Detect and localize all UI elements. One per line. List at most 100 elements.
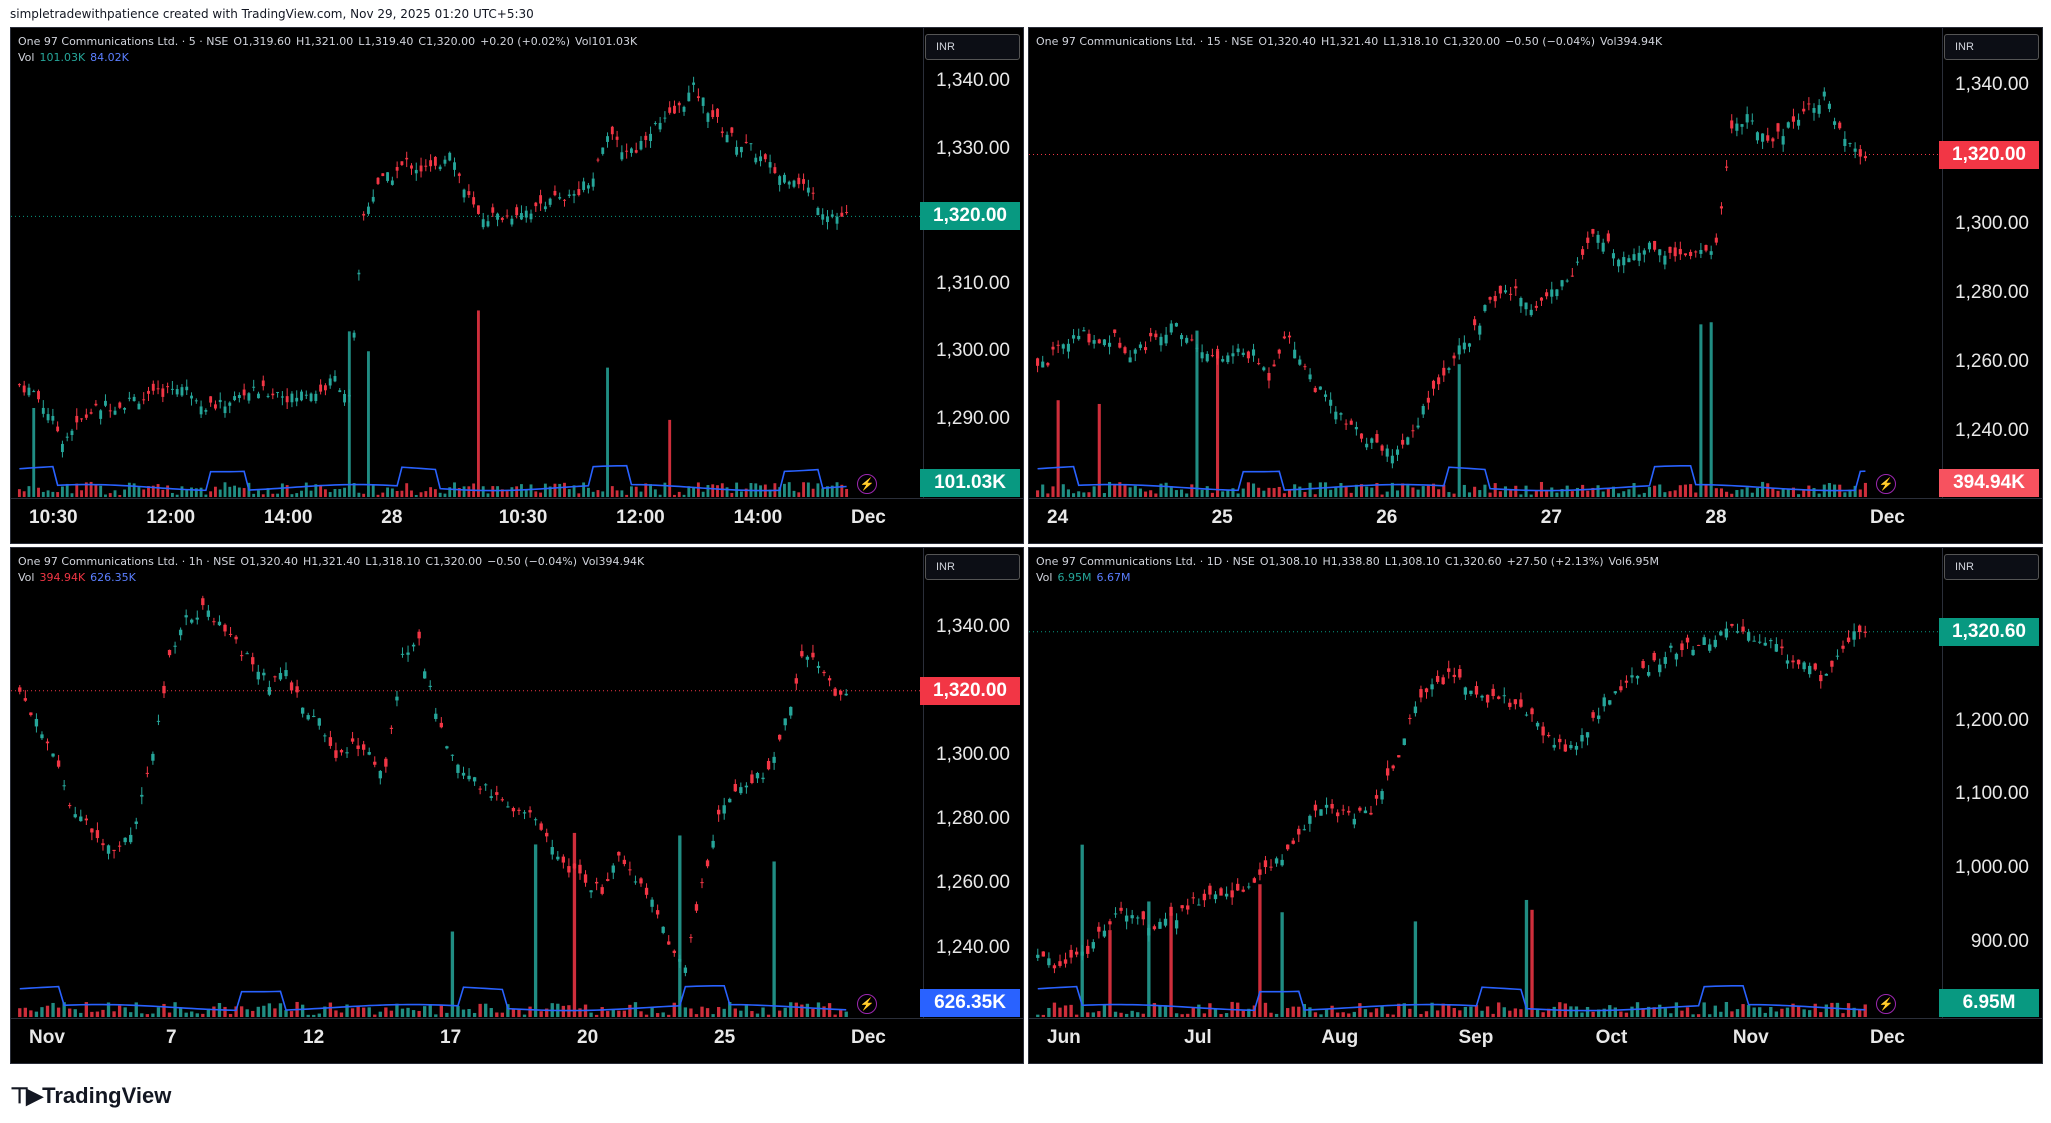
lightning-icon[interactable]: ⚡ — [1876, 994, 1896, 1014]
candle-body — [1123, 347, 1127, 354]
time-axis[interactable]: Nov 7 12 17 20 25 Dec — [11, 1018, 1023, 1063]
volume-bar — [610, 486, 614, 497]
volume-bar — [1124, 1013, 1129, 1017]
candle-body — [173, 645, 177, 647]
volume-bar — [1524, 899, 1529, 1017]
time-axis[interactable]: Jun Jul Aug Sep Oct Nov Dec — [1029, 1018, 2042, 1063]
candle-body — [127, 397, 131, 399]
currency-badge[interactable]: INR — [1944, 34, 2039, 60]
candle-body — [37, 391, 40, 400]
price-axis[interactable]: INR 1,340.00 1,320.00 1,300.00 1,280.00 1,260… — [920, 548, 1023, 1019]
volume-bar — [1426, 485, 1430, 497]
currency-badge[interactable]: INR — [1944, 554, 2039, 580]
candle-body — [1056, 344, 1060, 346]
volume-bar — [239, 1006, 244, 1017]
legend-chg: +27.50 (+2.13%) — [1506, 555, 1604, 568]
volume-bar — [1108, 930, 1112, 1017]
candle-body — [453, 162, 456, 170]
legend-symbol: One 97 Communications Ltd. · 15 · NSE — [1036, 35, 1254, 48]
candle-body — [1580, 735, 1584, 742]
candle-body — [27, 387, 31, 396]
chart-panel-p1h[interactable]: ⚡ One 97 Communications Ltd. · 1h · NSE O1… — [10, 547, 1024, 1064]
candle-body — [1812, 108, 1816, 113]
candle-body — [84, 818, 88, 821]
currency-badge[interactable]: INR — [925, 554, 1020, 580]
volume-bar — [273, 1008, 277, 1017]
price-axis[interactable]: INR 1,340.00 1,330.00 1,320.00 1,310.00 1,300… — [920, 28, 1023, 499]
price-axis[interactable]: INR 1,200.00 1,100.00 1,000.00 900.00 1,320.6… — [1939, 548, 2042, 1019]
currency-badge[interactable]: INR — [925, 34, 1020, 60]
volume-bar — [417, 1010, 421, 1017]
candle-body — [615, 136, 619, 140]
price-plot[interactable] — [1029, 548, 1942, 1019]
candle-body — [233, 396, 236, 401]
volume-bar — [1133, 485, 1137, 497]
x-tick-label: Oct — [1595, 1027, 1628, 1048]
volume-bar — [1077, 491, 1081, 497]
candle-body — [1519, 699, 1523, 707]
last-price-tag: 1,320.00 — [920, 676, 1020, 705]
volume-bar — [347, 331, 351, 497]
volume-bar — [1642, 492, 1646, 497]
volume-bar — [1180, 489, 1184, 497]
candle-body — [596, 159, 600, 161]
volume-bar — [1241, 1010, 1245, 1017]
time-axis[interactable]: 10:30 12:00 14:00 28 10:30 12:00 14:00 Dec — [11, 498, 1023, 543]
chart-panel-p15m[interactable]: ⚡ One 97 Communications Ltd. · 15 · NSE O1… — [1028, 27, 2043, 544]
chart-panel-p1d[interactable]: ⚡ One 97 Communications Ltd. · 1D · NSE O1… — [1028, 547, 2043, 1064]
lightning-icon[interactable]: ⚡ — [1876, 474, 1896, 494]
candle-body — [625, 150, 629, 152]
volume-bar — [1653, 485, 1657, 497]
candle-body — [206, 610, 211, 617]
candle-body — [822, 671, 826, 674]
volume-bar — [1452, 1007, 1456, 1017]
volume-bar — [1390, 482, 1394, 497]
volume-bar — [617, 1010, 621, 1017]
volume-bar — [1585, 1006, 1590, 1017]
candle-body — [649, 133, 652, 142]
candle-body — [309, 393, 313, 402]
price-plot[interactable] — [11, 548, 923, 1019]
candle-body — [166, 386, 170, 388]
price-axis[interactable]: INR 1,340.00 1,320.00 1,300.00 1,280.00 1,260… — [1939, 28, 2042, 499]
candle-body — [134, 821, 138, 824]
volume-bar — [1769, 1007, 1773, 1017]
candle-body — [112, 849, 116, 851]
volume-bar — [276, 493, 280, 497]
candle-body — [1395, 449, 1400, 455]
volume-bar — [1334, 487, 1338, 497]
candle-body — [262, 672, 266, 676]
volume-bar — [27, 486, 31, 497]
volume-bar — [1714, 488, 1718, 497]
candle-body — [1457, 345, 1461, 355]
volume-bar — [228, 1013, 233, 1017]
time-axis[interactable]: 24 25 26 27 28 Dec — [1029, 498, 2042, 543]
candle-body — [1036, 954, 1040, 958]
candle-body — [1702, 637, 1706, 645]
volume-bar — [672, 1002, 676, 1017]
legend-c: C1,320.00 — [425, 555, 483, 568]
candle-body — [692, 82, 696, 85]
candle-body — [1313, 387, 1317, 393]
lightning-icon[interactable]: ⚡ — [857, 994, 877, 1014]
volume-bar — [438, 492, 442, 497]
volume-bar — [1508, 1010, 1512, 1017]
candle-body — [1277, 349, 1281, 354]
volume-bar — [45, 1005, 50, 1017]
price-plot[interactable] — [11, 28, 923, 499]
chart-panel-p5m[interactable]: ⚡ One 97 Communications Ltd. · 5 · NSE O1,… — [10, 27, 1024, 544]
volume-bar — [80, 490, 83, 497]
tradingview-logo[interactable]: ⊤▶ TradingView — [10, 1083, 171, 1109]
candle-body — [1324, 804, 1329, 808]
volume-bar — [1330, 1005, 1334, 1017]
lightning-icon[interactable]: ⚡ — [857, 474, 877, 494]
candle-body — [1191, 897, 1195, 899]
candle-body — [239, 655, 244, 657]
price-plot[interactable] — [1029, 28, 1942, 499]
legend-o: O1,320.40 — [1258, 35, 1317, 48]
candle-body — [687, 92, 691, 102]
candle-body — [214, 404, 217, 409]
candle-body — [1047, 958, 1051, 966]
candle-body — [1563, 744, 1568, 752]
volume-bar — [711, 484, 715, 497]
